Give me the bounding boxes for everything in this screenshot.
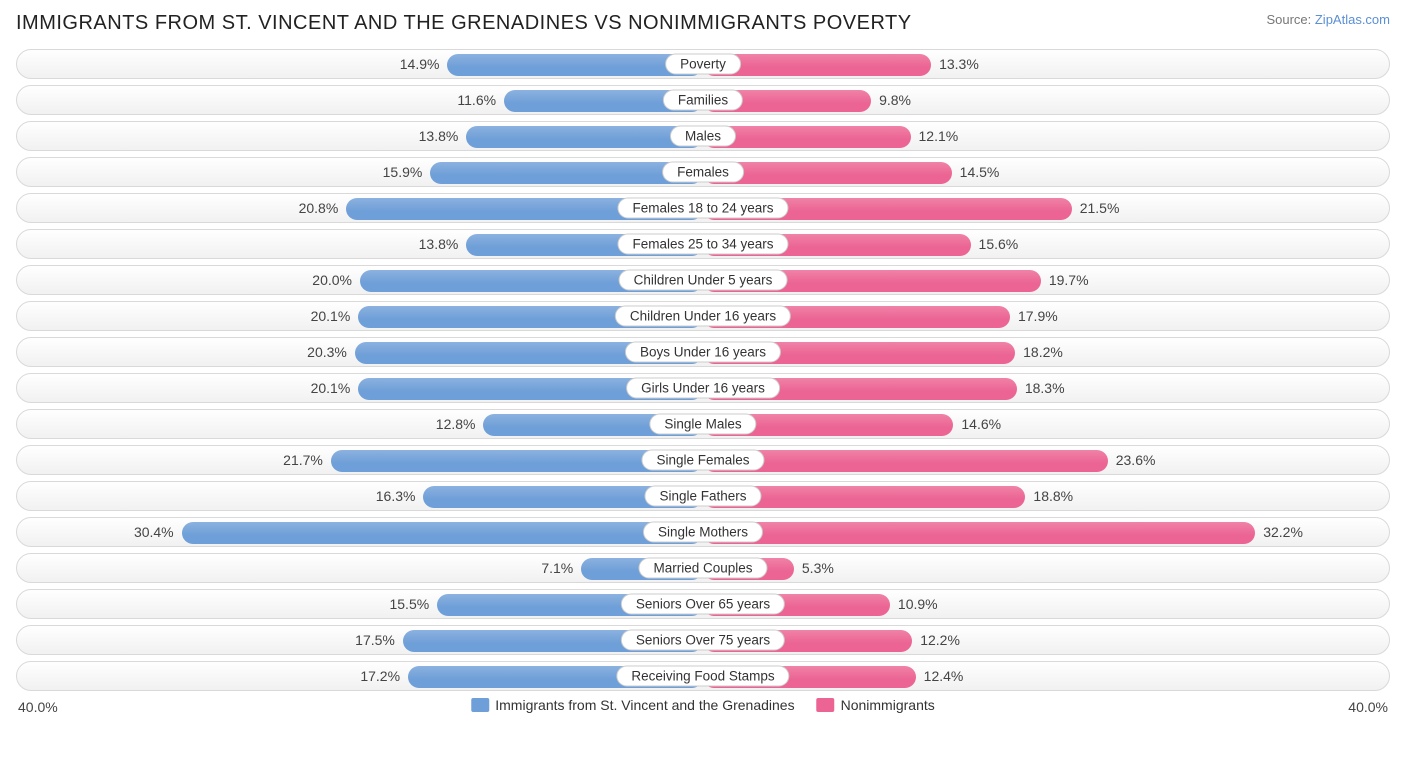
legend-left-swatch <box>471 698 489 712</box>
chart-row: 13.8% 12.1% Males <box>16 121 1390 151</box>
axis-max-left: 40.0% <box>18 699 58 715</box>
value-right: 18.2% <box>1023 344 1063 360</box>
value-left: 30.4% <box>134 524 174 540</box>
chart-row: 17.5% 12.2% Seniors Over 75 years <box>16 625 1390 655</box>
source-link[interactable]: ZipAtlas.com <box>1315 12 1390 27</box>
category-label: Boys Under 16 years <box>625 342 781 363</box>
value-left: 21.7% <box>283 452 323 468</box>
chart-row: 20.8% 21.5% Females 18 to 24 years <box>16 193 1390 223</box>
chart-row: 14.9% 13.3% Poverty <box>16 49 1390 79</box>
value-right: 18.3% <box>1025 380 1065 396</box>
bar-right <box>703 522 1255 544</box>
chart-source: Source: ZipAtlas.com <box>1266 12 1390 27</box>
value-right: 12.1% <box>919 128 959 144</box>
value-left: 20.1% <box>311 308 351 324</box>
value-left: 12.8% <box>436 416 476 432</box>
chart-row: 15.5% 10.9% Seniors Over 65 years <box>16 589 1390 619</box>
category-label: Girls Under 16 years <box>626 378 780 399</box>
value-left: 16.3% <box>376 488 416 504</box>
category-label: Single Mothers <box>643 522 763 543</box>
chart-row: 15.9% 14.5% Females <box>16 157 1390 187</box>
chart-header: IMMIGRANTS FROM ST. VINCENT AND THE GREN… <box>16 12 1390 35</box>
axis-max-right: 40.0% <box>1348 699 1388 715</box>
legend-right-swatch <box>817 698 835 712</box>
value-right: 18.8% <box>1033 488 1073 504</box>
value-right: 14.5% <box>960 164 1000 180</box>
source-prefix: Source: <box>1266 12 1314 27</box>
category-label: Females 18 to 24 years <box>617 198 788 219</box>
value-left: 20.8% <box>299 200 339 216</box>
category-label: Poverty <box>665 54 741 75</box>
value-right: 15.6% <box>979 236 1019 252</box>
legend-right: Nonimmigrants <box>817 697 935 713</box>
value-left: 20.0% <box>312 272 352 288</box>
category-label: Females 25 to 34 years <box>617 234 788 255</box>
value-left: 7.1% <box>541 560 573 576</box>
chart-row: 21.7% 23.6% Single Females <box>16 445 1390 475</box>
chart-row: 12.8% 14.6% Single Males <box>16 409 1390 439</box>
value-right: 12.4% <box>924 668 964 684</box>
value-left: 17.5% <box>355 632 395 648</box>
value-left: 15.5% <box>389 596 429 612</box>
chart-area: 14.9%13.3%Poverty11.6%9.8%Families13.8%1… <box>16 49 1390 691</box>
chart-row: 20.3% 18.2% Boys Under 16 years <box>16 337 1390 367</box>
chart-row: 11.6% 9.8% Families <box>16 85 1390 115</box>
value-right: 9.8% <box>879 92 911 108</box>
category-label: Single Males <box>649 414 756 435</box>
value-right: 19.7% <box>1049 272 1089 288</box>
chart-title: IMMIGRANTS FROM ST. VINCENT AND THE GREN… <box>16 12 912 35</box>
category-label: Single Females <box>641 450 764 471</box>
value-right: 10.9% <box>898 596 938 612</box>
value-right: 21.5% <box>1080 200 1120 216</box>
value-left: 11.6% <box>457 92 496 108</box>
legend: Immigrants from St. Vincent and the Gren… <box>471 697 934 713</box>
legend-left: Immigrants from St. Vincent and the Gren… <box>471 697 794 713</box>
chart-row: 20.1% 17.9% Children Under 16 years <box>16 301 1390 331</box>
category-label: Single Fathers <box>644 486 761 507</box>
value-right: 32.2% <box>1263 524 1303 540</box>
chart-row: 30.4% 32.2% Single Mothers <box>16 517 1390 547</box>
chart-row: 20.0% 19.7% Children Under 5 years <box>16 265 1390 295</box>
value-right: 13.3% <box>939 56 979 72</box>
value-right: 17.9% <box>1018 308 1058 324</box>
value-left: 17.2% <box>360 668 400 684</box>
legend-left-label: Immigrants from St. Vincent and the Gren… <box>495 697 794 713</box>
chart-row: 13.8% 15.6% Females 25 to 34 years <box>16 229 1390 259</box>
category-label: Seniors Over 75 years <box>621 630 785 651</box>
value-left: 20.1% <box>311 380 351 396</box>
category-label: Families <box>663 90 743 111</box>
category-label: Married Couples <box>638 558 767 579</box>
category-label: Seniors Over 65 years <box>621 594 785 615</box>
value-left: 14.9% <box>400 56 440 72</box>
category-label: Children Under 5 years <box>619 270 788 291</box>
legend-right-label: Nonimmigrants <box>841 697 935 713</box>
category-label: Females <box>662 162 744 183</box>
chart-row: 7.1% 5.3% Married Couples <box>16 553 1390 583</box>
value-left: 15.9% <box>383 164 423 180</box>
chart-row: 16.3% 18.8% Single Fathers <box>16 481 1390 511</box>
chart-row: 20.1% 18.3% Girls Under 16 years <box>16 373 1390 403</box>
chart-footer: 40.0% Immigrants from St. Vincent and th… <box>16 697 1390 723</box>
value-left: 13.8% <box>419 236 459 252</box>
value-right: 5.3% <box>802 560 834 576</box>
bar-left <box>182 522 703 544</box>
value-left: 20.3% <box>307 344 347 360</box>
value-right: 23.6% <box>1116 452 1156 468</box>
chart-row: 17.2% 12.4% Receiving Food Stamps <box>16 661 1390 691</box>
value-right: 14.6% <box>961 416 1001 432</box>
category-label: Males <box>670 126 736 147</box>
bar-left <box>466 126 703 148</box>
category-label: Receiving Food Stamps <box>616 666 789 687</box>
value-right: 12.2% <box>920 632 960 648</box>
category-label: Children Under 16 years <box>615 306 791 327</box>
value-left: 13.8% <box>419 128 459 144</box>
